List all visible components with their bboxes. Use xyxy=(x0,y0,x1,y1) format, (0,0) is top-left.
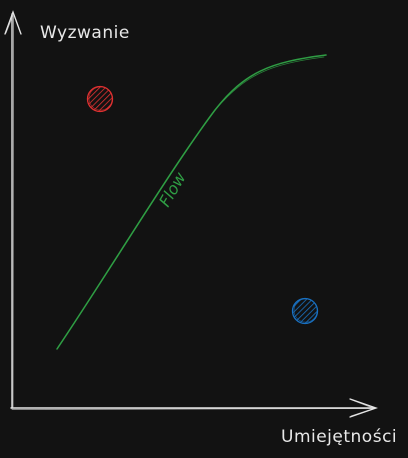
x-axis xyxy=(10,407,375,410)
y-axis xyxy=(11,13,14,409)
x-axis-label: Umiejętności xyxy=(281,427,397,447)
y-axis-label: Wyzwanie xyxy=(40,23,130,43)
blue-hatched-circle-icon xyxy=(291,297,319,325)
flow-curve xyxy=(56,54,327,350)
y-axis-arrow-icon xyxy=(4,10,22,35)
x-axis-arrow-icon xyxy=(349,398,378,418)
red-hatched-circle-icon xyxy=(86,85,114,113)
